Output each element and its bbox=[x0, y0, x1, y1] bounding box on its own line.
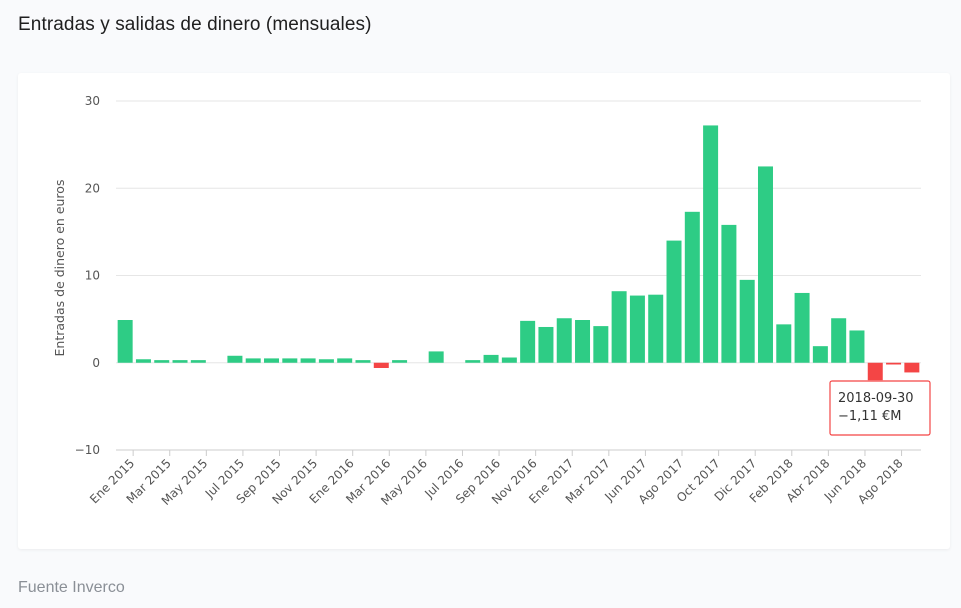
y-axis-label: Entradas de dinero en euros bbox=[52, 180, 67, 357]
bar[interactable] bbox=[520, 320, 536, 363]
y-tick-label: −10 bbox=[75, 443, 100, 457]
bar[interactable] bbox=[684, 211, 700, 363]
bar[interactable] bbox=[154, 360, 170, 363]
source-note: Fuente Inverco bbox=[18, 579, 125, 596]
y-tick-label: 0 bbox=[92, 356, 100, 370]
tooltip-box bbox=[829, 380, 931, 436]
tooltip: 2018-09-30 −1,11 €M bbox=[829, 380, 931, 436]
bar[interactable] bbox=[355, 360, 371, 363]
bar[interactable] bbox=[337, 358, 353, 363]
tooltip-value: −1,11 €M bbox=[838, 409, 901, 424]
grid-lines bbox=[116, 100, 921, 451]
bar[interactable] bbox=[172, 360, 188, 363]
bar[interactable] bbox=[593, 326, 609, 363]
bar[interactable] bbox=[245, 358, 261, 363]
bar[interactable] bbox=[264, 358, 280, 363]
tooltip-date: 2018-09-30 bbox=[838, 391, 914, 406]
bar[interactable] bbox=[483, 354, 499, 363]
bar[interactable] bbox=[703, 125, 719, 363]
bar[interactable] bbox=[575, 320, 591, 363]
bar[interactable] bbox=[849, 330, 865, 363]
bar[interactable] bbox=[739, 279, 755, 363]
bar[interactable] bbox=[428, 351, 444, 363]
bar[interactable] bbox=[190, 360, 206, 363]
bar[interactable] bbox=[629, 295, 645, 363]
bar[interactable] bbox=[465, 360, 481, 363]
bar[interactable] bbox=[538, 326, 554, 363]
bar[interactable] bbox=[904, 362, 920, 373]
bar[interactable] bbox=[556, 318, 572, 363]
bar[interactable] bbox=[757, 166, 773, 363]
y-tick-label: 10 bbox=[85, 269, 100, 283]
bar[interactable] bbox=[227, 355, 243, 363]
bar[interactable] bbox=[135, 359, 151, 363]
bar[interactable] bbox=[831, 318, 847, 363]
bar[interactable] bbox=[867, 362, 883, 381]
bar[interactable] bbox=[318, 359, 334, 363]
bar-chart: 30 20 10 0 −10 Entradas de dinero en euros E… bbox=[52, 94, 931, 508]
bar[interactable] bbox=[812, 346, 828, 363]
bar[interactable] bbox=[886, 362, 902, 365]
bar[interactable] bbox=[282, 358, 298, 363]
bar[interactable] bbox=[392, 360, 408, 363]
bar[interactable] bbox=[721, 224, 737, 363]
y-axis-ticks: 30 20 10 0 −10 bbox=[75, 94, 100, 457]
y-tick-label: 20 bbox=[85, 181, 100, 195]
chart-card: 30 20 10 0 −10 Entradas de dinero en euros E… bbox=[18, 73, 950, 549]
y-tick-label: 30 bbox=[85, 94, 100, 108]
bar[interactable] bbox=[373, 362, 389, 368]
bars[interactable] bbox=[117, 125, 920, 381]
bar[interactable] bbox=[794, 292, 810, 363]
bar[interactable] bbox=[611, 291, 627, 363]
bar[interactable] bbox=[776, 324, 792, 363]
bar[interactable] bbox=[501, 357, 517, 363]
bar[interactable] bbox=[648, 294, 664, 363]
bar[interactable] bbox=[117, 320, 133, 363]
bar[interactable] bbox=[300, 358, 316, 363]
bar[interactable] bbox=[666, 240, 682, 363]
page-title: Entradas y salidas de dinero (mensuales) bbox=[18, 14, 372, 35]
